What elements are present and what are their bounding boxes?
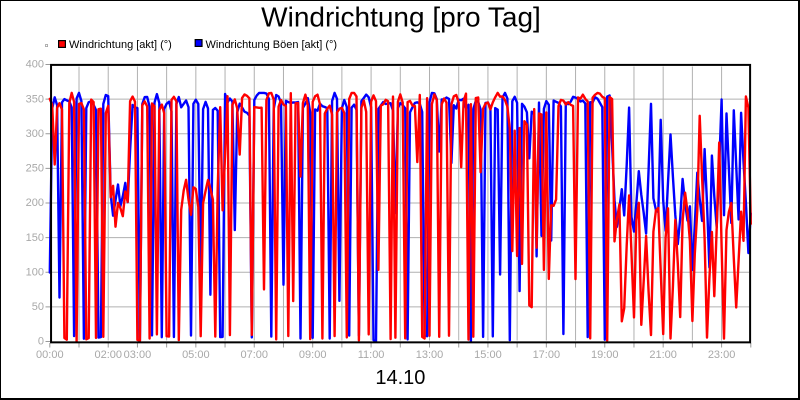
svg-text:Windrichtung [pro Tag]: Windrichtung [pro Tag] [261, 2, 541, 33]
svg-text:14.10: 14.10 [375, 367, 425, 389]
svg-text:03:00: 03:00 [124, 349, 152, 361]
svg-text:21:00: 21:00 [649, 349, 677, 361]
svg-text:19:00: 19:00 [591, 349, 619, 361]
svg-text:07:00: 07:00 [240, 349, 268, 361]
svg-text:Windrichtung Böen [akt] (°): Windrichtung Böen [akt] (°) [206, 39, 338, 51]
svg-text:17:00: 17:00 [533, 349, 561, 361]
svg-text:23:00: 23:00 [708, 349, 736, 361]
svg-text:0: 0 [38, 336, 44, 348]
svg-text:150: 150 [26, 232, 44, 244]
svg-text:400: 400 [26, 59, 44, 71]
svg-text:200: 200 [26, 197, 44, 209]
svg-text:09:00: 09:00 [299, 349, 327, 361]
svg-text:13:00: 13:00 [416, 349, 444, 361]
svg-text:11:00: 11:00 [358, 349, 385, 361]
svg-text:50: 50 [32, 301, 44, 313]
svg-text:02:00: 02:00 [94, 349, 122, 361]
svg-text:05:00: 05:00 [182, 349, 210, 361]
svg-text:Windrichtung [akt] (°): Windrichtung [akt] (°) [69, 39, 172, 51]
svg-text:100: 100 [26, 266, 44, 278]
svg-text:00:00: 00:00 [36, 349, 64, 361]
svg-text:250: 250 [26, 163, 44, 175]
svg-text:350: 350 [26, 93, 44, 105]
svg-text:300: 300 [26, 128, 44, 140]
svg-text:15:00: 15:00 [474, 349, 502, 361]
